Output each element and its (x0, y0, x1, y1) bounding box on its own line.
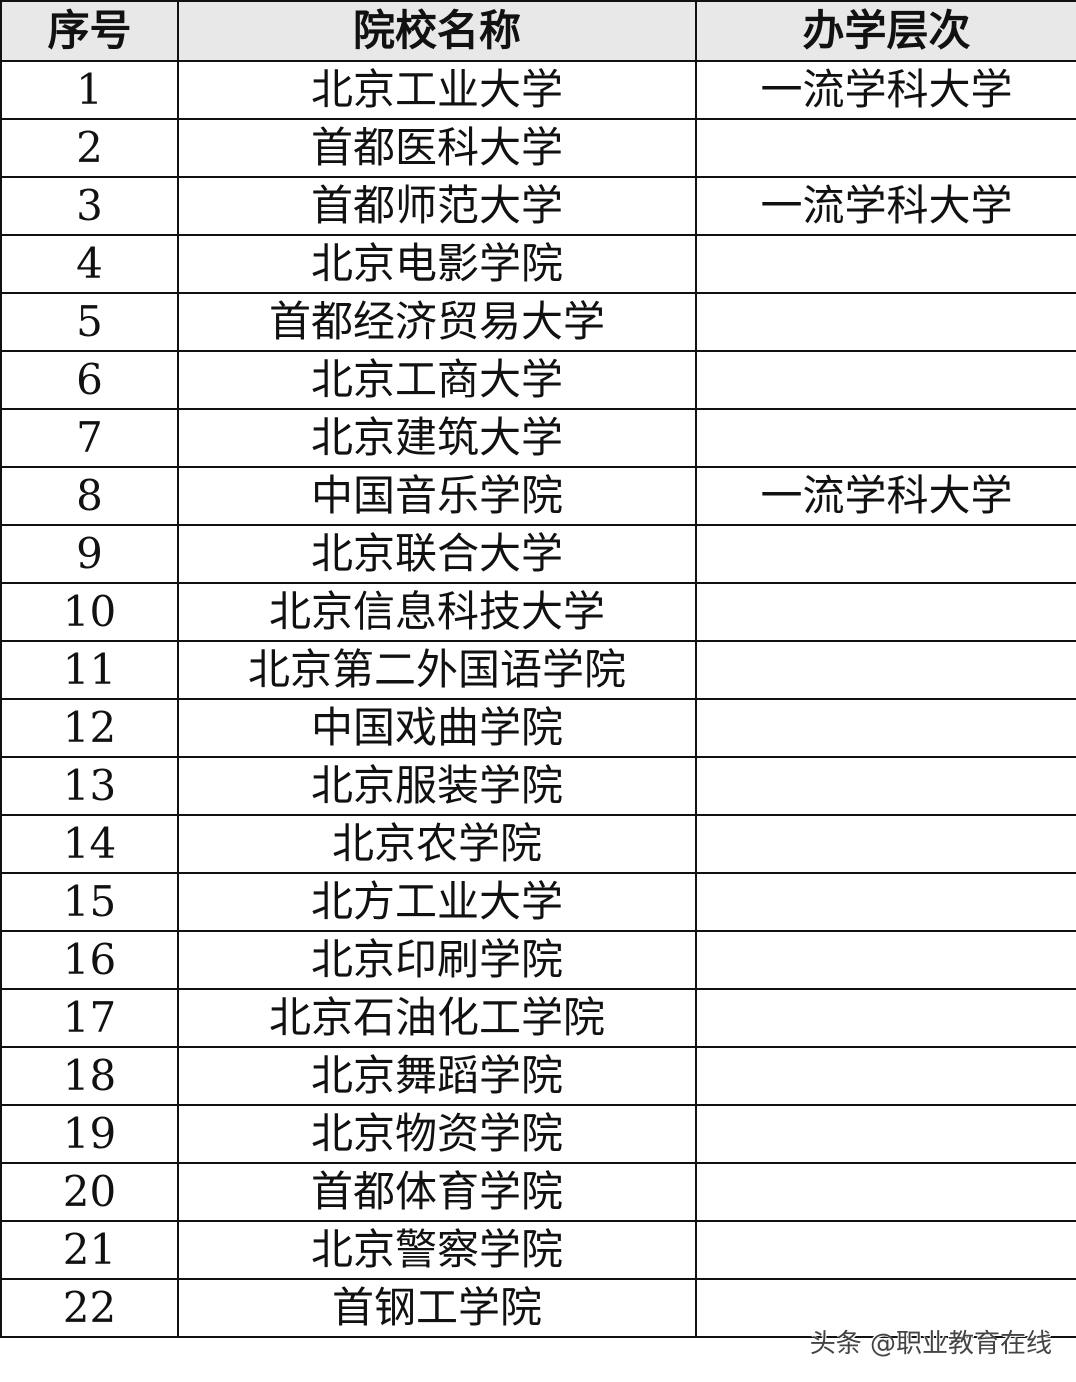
cell-level (695, 524, 1076, 584)
table-row: 17 北京石油化工学院 (0, 988, 1076, 1048)
cell-name: 北京信息科技大学 (177, 582, 697, 642)
table-row: 7 北京建筑大学 (0, 408, 1076, 468)
cell-level (695, 1278, 1076, 1338)
cell-name: 中国音乐学院 (177, 466, 697, 526)
cell-index: 3 (0, 176, 179, 236)
header-name: 院校名称 (177, 0, 697, 62)
cell-index: 15 (0, 872, 179, 932)
cell-index: 19 (0, 1104, 179, 1164)
table-row: 20 首都体育学院 (0, 1162, 1076, 1222)
cell-name: 首都经济贸易大学 (177, 292, 697, 352)
table-row: 11 北京第二外国语学院 (0, 640, 1076, 700)
cell-level (695, 118, 1076, 178)
cell-level (695, 988, 1076, 1048)
universities-table: 序号 院校名称 办学层次 1 北京工业大学 一流学科大学 2 首都医科大学 3 首都师范大学… (0, 0, 1076, 1338)
cell-level (695, 814, 1076, 874)
table-row: 4 北京电影学院 (0, 234, 1076, 294)
cell-name: 北京印刷学院 (177, 930, 697, 990)
cell-name: 北京工商大学 (177, 350, 697, 410)
cell-name: 北京物资学院 (177, 1104, 697, 1164)
cell-name: 北京石油化工学院 (177, 988, 697, 1048)
cell-name: 北方工业大学 (177, 872, 697, 932)
cell-index: 6 (0, 350, 179, 410)
cell-level (695, 292, 1076, 352)
table-row: 3 首都师范大学 一流学科大学 (0, 176, 1076, 236)
cell-index: 17 (0, 988, 179, 1048)
cell-level (695, 872, 1076, 932)
cell-level: 一流学科大学 (695, 466, 1076, 526)
cell-level (695, 756, 1076, 816)
table-row: 12 中国戏曲学院 (0, 698, 1076, 758)
cell-level (695, 408, 1076, 468)
cell-level (695, 930, 1076, 990)
cell-name: 北京联合大学 (177, 524, 697, 584)
cell-name: 首都师范大学 (177, 176, 697, 236)
cell-level (695, 1220, 1076, 1280)
table-row: 21 北京警察学院 (0, 1220, 1076, 1280)
cell-index: 13 (0, 756, 179, 816)
cell-level (695, 1104, 1076, 1164)
cell-level (695, 350, 1076, 410)
header-level: 办学层次 (695, 0, 1076, 62)
table-row: 5 首都经济贸易大学 (0, 292, 1076, 352)
cell-index: 21 (0, 1220, 179, 1280)
cell-level (695, 640, 1076, 700)
cell-level (695, 582, 1076, 642)
table-row: 18 北京舞蹈学院 (0, 1046, 1076, 1106)
cell-index: 18 (0, 1046, 179, 1106)
cell-level: 一流学科大学 (695, 176, 1076, 236)
table-row: 16 北京印刷学院 (0, 930, 1076, 990)
watermark: 头条 @职业教育在线 (809, 1329, 1052, 1359)
cell-level: 一流学科大学 (695, 60, 1076, 120)
cell-name: 北京第二外国语学院 (177, 640, 697, 700)
table-row: 1 北京工业大学 一流学科大学 (0, 60, 1076, 120)
cell-index: 9 (0, 524, 179, 584)
cell-index: 16 (0, 930, 179, 990)
cell-name: 北京农学院 (177, 814, 697, 874)
cell-name: 北京警察学院 (177, 1220, 697, 1280)
cell-name: 北京电影学院 (177, 234, 697, 294)
cell-level (695, 1162, 1076, 1222)
cell-index: 8 (0, 466, 179, 526)
cell-level (695, 698, 1076, 758)
cell-name: 首都医科大学 (177, 118, 697, 178)
cell-level (695, 1046, 1076, 1106)
table-row: 9 北京联合大学 (0, 524, 1076, 584)
header-index: 序号 (0, 0, 179, 62)
cell-name: 首钢工学院 (177, 1278, 697, 1338)
cell-index: 5 (0, 292, 179, 352)
table-row: 14 北京农学院 (0, 814, 1076, 874)
table-row: 19 北京物资学院 (0, 1104, 1076, 1164)
cell-index: 4 (0, 234, 179, 294)
cell-index: 1 (0, 60, 179, 120)
table-row: 6 北京工商大学 (0, 350, 1076, 410)
cell-index: 12 (0, 698, 179, 758)
table-row: 2 首都医科大学 (0, 118, 1076, 178)
cell-name: 北京服装学院 (177, 756, 697, 816)
cell-name: 北京舞蹈学院 (177, 1046, 697, 1106)
cell-index: 2 (0, 118, 179, 178)
cell-index: 7 (0, 408, 179, 468)
cell-level (695, 234, 1076, 294)
cell-name: 北京工业大学 (177, 60, 697, 120)
table-row: 8 中国音乐学院 一流学科大学 (0, 466, 1076, 526)
cell-index: 20 (0, 1162, 179, 1222)
cell-index: 10 (0, 582, 179, 642)
table-row: 22 首钢工学院 (0, 1278, 1076, 1338)
cell-name: 中国戏曲学院 (177, 698, 697, 758)
cell-index: 11 (0, 640, 179, 700)
table-row: 15 北方工业大学 (0, 872, 1076, 932)
header-row: 序号 院校名称 办学层次 (0, 0, 1076, 62)
table-row: 10 北京信息科技大学 (0, 582, 1076, 642)
table-row: 13 北京服装学院 (0, 756, 1076, 816)
cell-name: 北京建筑大学 (177, 408, 697, 468)
cell-index: 22 (0, 1278, 179, 1338)
cell-index: 14 (0, 814, 179, 874)
cell-name: 首都体育学院 (177, 1162, 697, 1222)
